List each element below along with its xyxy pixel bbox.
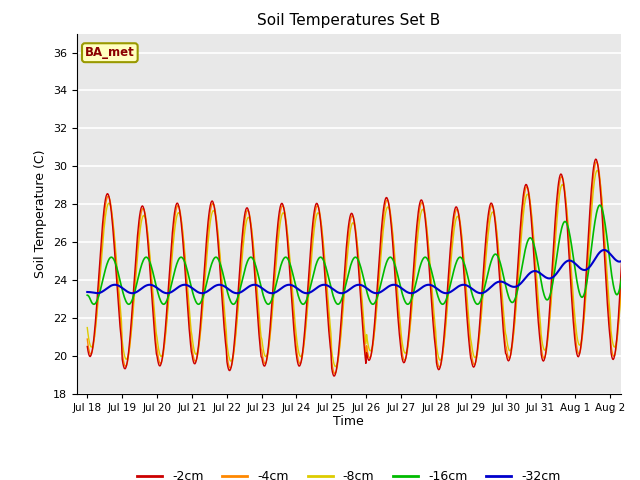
- Y-axis label: Soil Temperature (C): Soil Temperature (C): [35, 149, 47, 278]
- Text: BA_met: BA_met: [85, 46, 134, 59]
- X-axis label: Time: Time: [333, 415, 364, 429]
- Legend: -2cm, -4cm, -8cm, -16cm, -32cm: -2cm, -4cm, -8cm, -16cm, -32cm: [132, 465, 566, 480]
- Title: Soil Temperatures Set B: Soil Temperatures Set B: [257, 13, 440, 28]
